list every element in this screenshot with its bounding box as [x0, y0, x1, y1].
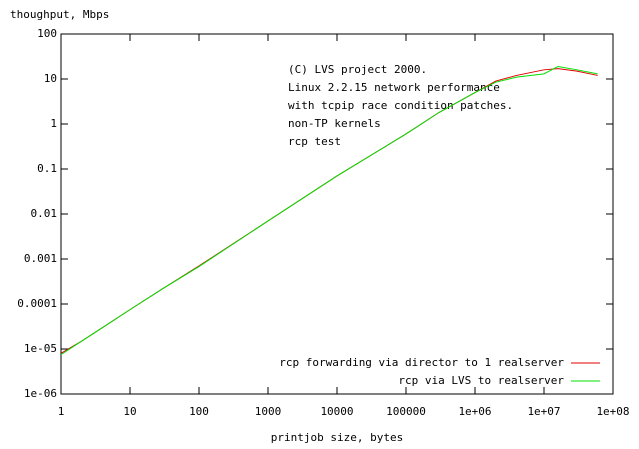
- y-tick-label: 100: [37, 27, 57, 40]
- y-tick-label: 0.001: [24, 252, 57, 265]
- y-axis-title: thoughput, Mbps: [10, 8, 109, 21]
- y-tick-label: 10: [44, 72, 57, 85]
- x-tick-label: 1e+08: [596, 405, 629, 418]
- x-tick-label: 1: [58, 405, 65, 418]
- x-axis-title: printjob size, bytes: [271, 431, 403, 444]
- x-tick-label: 10: [123, 405, 136, 418]
- x-tick-label: 1e+07: [527, 405, 560, 418]
- x-tick-label: 100: [189, 405, 209, 418]
- series-line: [60, 65, 598, 356]
- y-tick-label: 0.0001: [17, 297, 57, 310]
- x-tick-label: 1e+06: [458, 405, 491, 418]
- legend-label: rcp via LVS to realserver: [398, 374, 564, 387]
- annotation: (C) LVS project 2000.: [288, 63, 427, 76]
- annotation: rcp test: [288, 135, 341, 148]
- y-tick-label: 1e-05: [24, 342, 57, 355]
- annotation: Linux 2.2.15 network performance: [288, 81, 500, 94]
- y-tick-label: 1e-06: [24, 387, 57, 400]
- annotation: with tcpip race condition patches.: [288, 99, 513, 112]
- x-tick-label: 100000: [386, 405, 426, 418]
- y-tick-label: 0.01: [31, 207, 58, 220]
- y-tick-label: 1: [50, 117, 57, 130]
- y-tick-label: 0.1: [37, 162, 57, 175]
- x-tick-label: 10000: [320, 405, 353, 418]
- legend-label: rcp forwarding via director to 1 realser…: [279, 356, 564, 369]
- x-tick-label: 1000: [255, 405, 282, 418]
- annotation: non-TP kernels: [288, 117, 381, 130]
